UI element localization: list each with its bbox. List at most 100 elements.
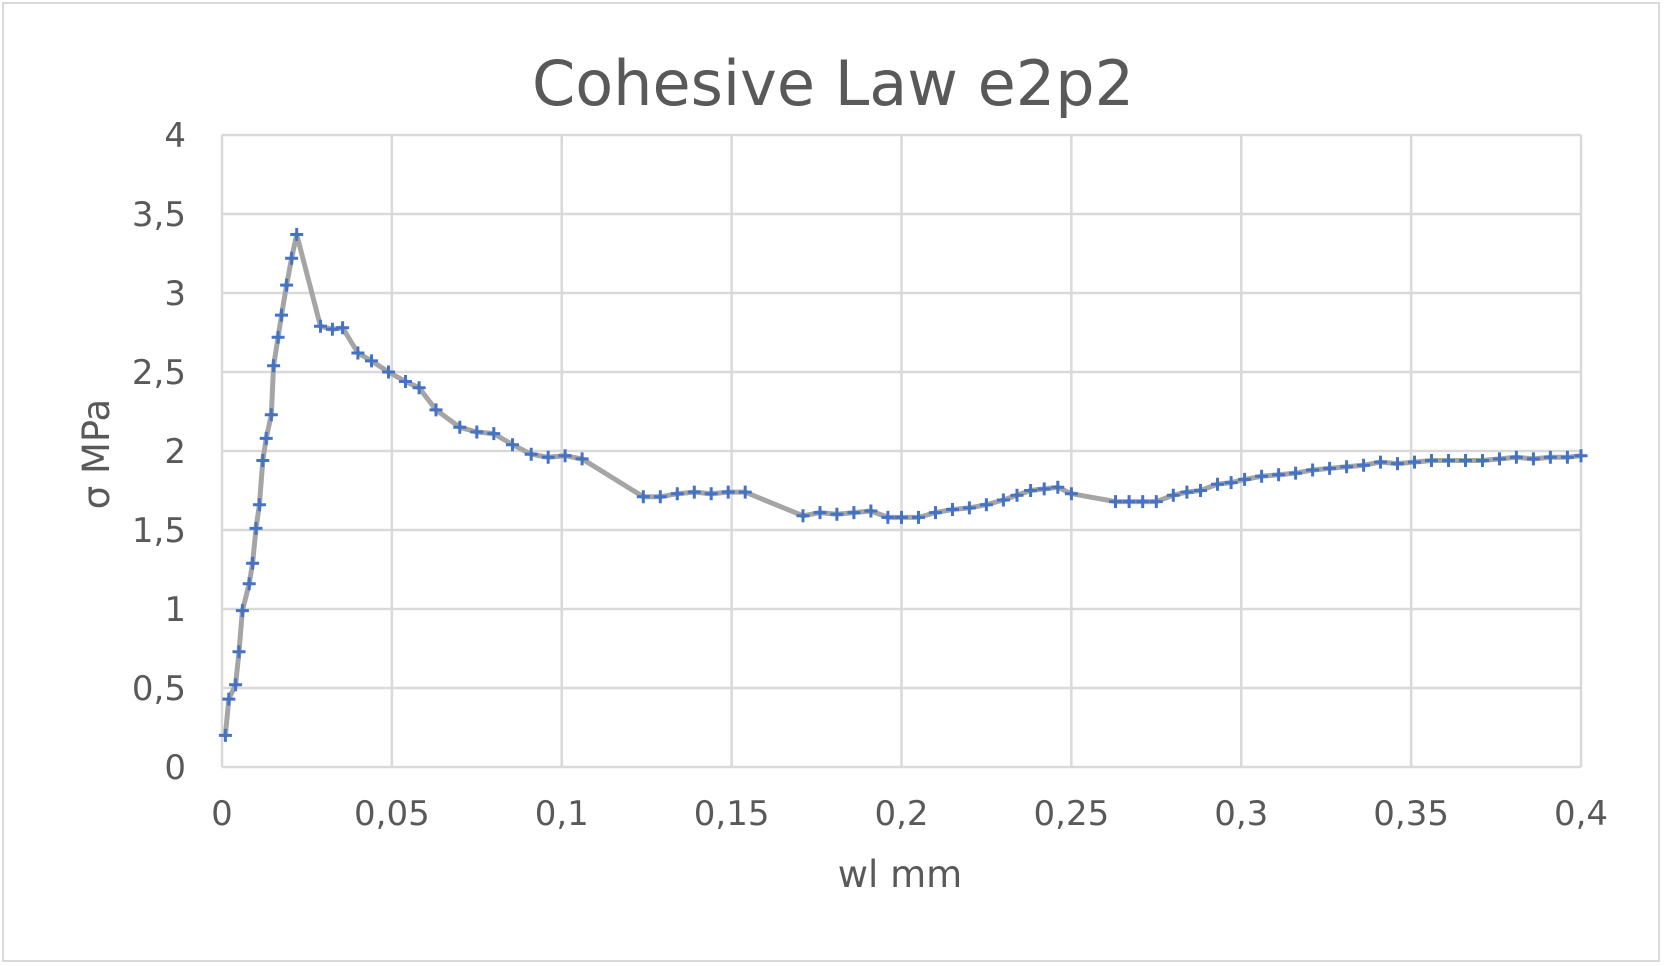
x-tick-label: 0,4 (1554, 794, 1608, 834)
y-tick-label: 3,5 (132, 195, 186, 235)
y-tick-label: 1 (164, 590, 186, 630)
data-point (912, 510, 925, 524)
data-point (1574, 449, 1588, 463)
x-tick-label: 0,3 (1214, 794, 1268, 834)
data-point (1442, 454, 1455, 467)
data-point (365, 354, 378, 368)
data-point (1391, 457, 1404, 471)
y-tick-label: 3 (164, 274, 186, 314)
data-point (1526, 452, 1540, 466)
x-tick-label: 0,05 (354, 794, 430, 834)
data-point (249, 521, 263, 535)
series-layer (218, 228, 1588, 742)
data-point (218, 728, 232, 742)
data-point (979, 498, 993, 512)
data-point (1136, 495, 1150, 509)
data-point (506, 438, 519, 452)
y-tick-label: 0,5 (132, 669, 186, 709)
y-tick-label: 0 (164, 748, 186, 788)
grid-layer (220, 133, 1583, 769)
data-point (1166, 488, 1180, 502)
data-point (575, 452, 589, 466)
y-tick-label: 1,5 (132, 511, 186, 551)
data-point (336, 321, 350, 335)
data-point (246, 556, 260, 570)
data-point (1408, 455, 1421, 469)
data-point (1180, 485, 1194, 499)
data-point (1037, 482, 1051, 496)
data-point (738, 485, 752, 499)
data-point (429, 403, 443, 417)
data-point (1024, 484, 1038, 497)
data-point (929, 506, 942, 520)
data-point (242, 577, 256, 591)
data-point (351, 346, 365, 360)
data-point (1340, 460, 1354, 474)
data-point (704, 487, 718, 501)
data-point (470, 425, 484, 439)
data-point (290, 228, 304, 241)
y-tick-label: 2 (164, 432, 186, 472)
x-tick-label: 0,25 (1034, 794, 1110, 834)
data-point (558, 449, 572, 463)
data-point (229, 678, 243, 692)
data-point (1255, 469, 1269, 483)
data-point (1238, 472, 1252, 486)
data-point (252, 498, 266, 512)
data-point (687, 485, 701, 499)
data-point (1543, 450, 1557, 464)
data-point (1109, 495, 1122, 509)
data-point (487, 427, 501, 441)
data-point (275, 308, 288, 322)
data-point (1459, 454, 1472, 467)
data-point (259, 431, 273, 445)
data-point (847, 506, 861, 520)
x-axis-label: wl mm (838, 853, 962, 896)
data-point (670, 487, 684, 501)
data-point (1493, 452, 1506, 466)
x-tick-label: 0,15 (694, 794, 770, 834)
data-point (946, 503, 959, 516)
data-point (1010, 488, 1024, 502)
data-point (1306, 463, 1320, 477)
data-point (1289, 466, 1303, 480)
data-point (653, 490, 667, 504)
data-point (264, 408, 278, 422)
data-point (895, 510, 908, 524)
data-point (1323, 461, 1337, 475)
data-point (1211, 477, 1224, 491)
data-point (235, 604, 249, 618)
data-point (830, 507, 844, 521)
data-point (1194, 484, 1207, 497)
tick-labels: 0 0,5 1 1,5 2 2,5 3 3,5 4 0 0,05 0,1 0,15 0,2 0,25 0,3 0… (132, 116, 1608, 834)
x-tick-label: 0 (211, 794, 233, 834)
data-point (524, 447, 538, 461)
data-point (412, 381, 426, 395)
data-point (864, 504, 878, 518)
y-tick-label: 4 (164, 116, 186, 156)
data-point (453, 420, 467, 434)
data-point (996, 493, 1010, 507)
data-point (796, 509, 810, 523)
series-line (222, 232, 1584, 738)
data-point (636, 490, 650, 504)
data-point (232, 645, 246, 659)
data-point (1509, 450, 1523, 464)
data-point (222, 692, 236, 706)
data-point (1425, 454, 1438, 467)
chart-title: Cohesive Law e2p2 (532, 47, 1134, 120)
data-point (1272, 468, 1286, 482)
data-point (1051, 480, 1065, 494)
data-point (1149, 495, 1163, 509)
data-point (1374, 455, 1387, 469)
data-point (271, 330, 285, 344)
data-point (1560, 450, 1574, 464)
data-point (1064, 487, 1078, 501)
data-point (267, 359, 281, 373)
data-point (256, 454, 270, 467)
x-tick-label: 0,1 (535, 794, 589, 834)
data-point (285, 251, 299, 265)
data-point (962, 501, 976, 515)
data-point (314, 319, 327, 333)
chart-svg: Cohesive Law e2p2 0 0,5 1 1,5 2 2,5 3 3,5 4 0 0,05… (75, 47, 1608, 896)
